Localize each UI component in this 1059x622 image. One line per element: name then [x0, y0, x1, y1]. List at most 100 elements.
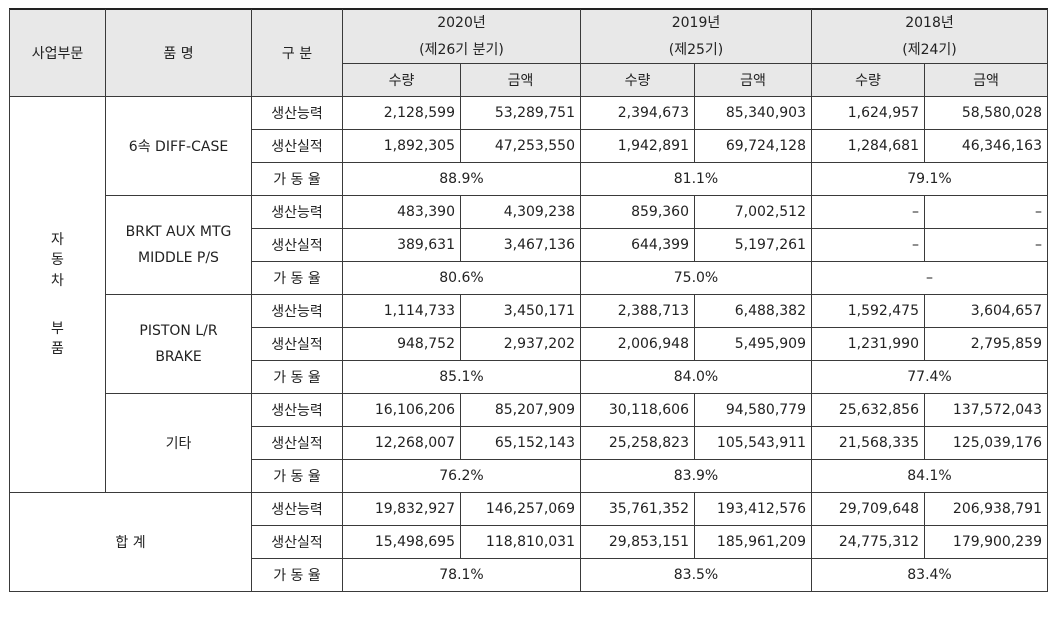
row-label: 가 동 율 [251, 261, 343, 296]
cell-amount: 185,961,209 [694, 525, 812, 560]
cell-amount: 3,450,171 [460, 294, 581, 329]
product-name: 6속 DIFF-CASE [105, 96, 252, 197]
row-label: 생산실적 [251, 525, 343, 560]
header-year-2020: 2020년 (제26기 분기) [342, 8, 581, 65]
header-amount: 금액 [460, 63, 581, 98]
row-label: 생산실적 [251, 426, 343, 461]
total-label: 합 계 [9, 492, 252, 593]
production-capacity-table: 사업부문 품 명 구 분 2020년 (제26기 분기) 2019년 (제25기… [9, 8, 1048, 593]
table-row: BRKT AUX MTG MIDDLE P/S 생산능력 483,390 4,3… [10, 195, 1048, 296]
cell-amount: 94,580,779 [694, 393, 812, 428]
cell-amount: 53,289,751 [460, 96, 581, 131]
cell-qty: 1,624,957 [811, 96, 925, 131]
cell-qty: 15,498,695 [342, 525, 461, 560]
header-qty: 수량 [342, 63, 461, 98]
division-cell: 자 동 차 부 품 [9, 96, 106, 494]
cell-amount: 146,257,069 [460, 492, 581, 527]
cell-utilization: 83.4% [811, 558, 1048, 593]
cell-qty: 19,832,927 [342, 492, 461, 527]
row-label: 생산능력 [251, 195, 343, 230]
cell-amount: 179,900,239 [924, 525, 1048, 560]
header-amount: 금액 [924, 63, 1048, 98]
row-label: 생산능력 [251, 294, 343, 329]
cell-qty: – [811, 228, 925, 263]
cell-qty: 1,592,475 [811, 294, 925, 329]
cell-amount: 7,002,512 [694, 195, 812, 230]
total-row: 생산실적 15,498,695 118,810,031 29,853,151 1… [10, 525, 1048, 560]
total-row: 합 계 생산능력 19,832,927 146,257,069 35,761,3… [9, 492, 1048, 593]
cell-qty: 16,106,206 [342, 393, 461, 428]
cell-qty: 948,752 [342, 327, 461, 362]
cell-amount: 193,412,576 [694, 492, 812, 527]
cell-qty: 30,118,606 [580, 393, 695, 428]
cell-qty: 1,284,681 [811, 129, 925, 164]
cell-utilization: 84.0% [580, 360, 812, 395]
cell-amount: 137,572,043 [924, 393, 1048, 428]
cell-qty: 2,388,713 [580, 294, 695, 329]
cell-qty: 12,268,007 [342, 426, 461, 461]
cell-qty: 859,360 [580, 195, 695, 230]
row-label: 가 동 율 [251, 459, 343, 494]
cell-amount: 125,039,176 [924, 426, 1048, 461]
cell-amount: 105,543,911 [694, 426, 812, 461]
cell-amount: 4,309,238 [460, 195, 581, 230]
row-label: 가 동 율 [251, 558, 343, 593]
row-label: 생산능력 [251, 393, 343, 428]
cell-utilization: 85.1% [342, 360, 581, 395]
cell-amount: 47,253,550 [460, 129, 581, 164]
cell-utilization: 81.1% [580, 162, 812, 197]
cell-amount: 65,152,143 [460, 426, 581, 461]
header-qty: 수량 [580, 63, 695, 98]
table-row: 가 동 율 80.6% 75.0% – [10, 261, 1048, 296]
row-label: 생산능력 [251, 492, 343, 527]
row-label: 생산능력 [251, 96, 343, 131]
cell-amount: 85,340,903 [694, 96, 812, 131]
row-label: 생산실적 [251, 129, 343, 164]
cell-utilization: 83.5% [580, 558, 812, 593]
cell-amount: 46,346,163 [924, 129, 1048, 164]
cell-amount: 58,580,028 [924, 96, 1048, 131]
cell-amount: 85,207,909 [460, 393, 581, 428]
header-amount: 금액 [694, 63, 812, 98]
cell-utilization: 76.2% [342, 459, 581, 494]
cell-utilization: 80.6% [342, 261, 581, 296]
cell-amount: 3,467,136 [460, 228, 581, 263]
cell-amount: 2,937,202 [460, 327, 581, 362]
cell-utilization: 88.9% [342, 162, 581, 197]
cell-qty: 25,632,856 [811, 393, 925, 428]
row-label: 가 동 율 [251, 360, 343, 395]
cell-qty: 2,128,599 [342, 96, 461, 131]
cell-qty: 35,761,352 [580, 492, 695, 527]
table-row: 가 동 율 76.2% 83.9% 84.1% [10, 459, 1048, 494]
cell-amount: 118,810,031 [460, 525, 581, 560]
cell-utilization: – [811, 261, 1048, 296]
table-row: 생산실적 12,268,007 65,152,143 25,258,823 10… [10, 426, 1048, 461]
cell-utilization: 84.1% [811, 459, 1048, 494]
cell-utilization: 75.0% [580, 261, 812, 296]
cell-amount: 69,724,128 [694, 129, 812, 164]
cell-qty: 1,114,733 [342, 294, 461, 329]
cell-qty: 25,258,823 [580, 426, 695, 461]
cell-qty: – [811, 195, 925, 230]
cell-qty: 21,568,335 [811, 426, 925, 461]
product-name: BRKT AUX MTG MIDDLE P/S [105, 195, 252, 296]
header-year-2019: 2019년 (제25기) [580, 8, 812, 65]
product-name: PISTON L/R BRAKE [105, 294, 252, 395]
table-row: 가 동 율 88.9% 81.1% 79.1% [10, 162, 1048, 197]
cell-amount: 3,604,657 [924, 294, 1048, 329]
cell-amount: 5,495,909 [694, 327, 812, 362]
cell-amount: – [924, 195, 1048, 230]
cell-utilization: 77.4% [811, 360, 1048, 395]
cell-utilization: 78.1% [342, 558, 581, 593]
cell-qty: 644,399 [580, 228, 695, 263]
cell-utilization: 83.9% [580, 459, 812, 494]
cell-qty: 24,775,312 [811, 525, 925, 560]
cell-qty: 1,942,891 [580, 129, 695, 164]
cell-qty: 29,709,648 [811, 492, 925, 527]
row-label: 가 동 율 [251, 162, 343, 197]
table-row: 생산실적 389,631 3,467,136 644,399 5,197,261… [10, 228, 1048, 263]
cell-amount: 2,795,859 [924, 327, 1048, 362]
cell-amount: 206,938,791 [924, 492, 1048, 527]
cell-qty: 483,390 [342, 195, 461, 230]
table-row: 기타 생산능력 16,106,206 85,207,909 30,118,606… [10, 393, 1048, 494]
